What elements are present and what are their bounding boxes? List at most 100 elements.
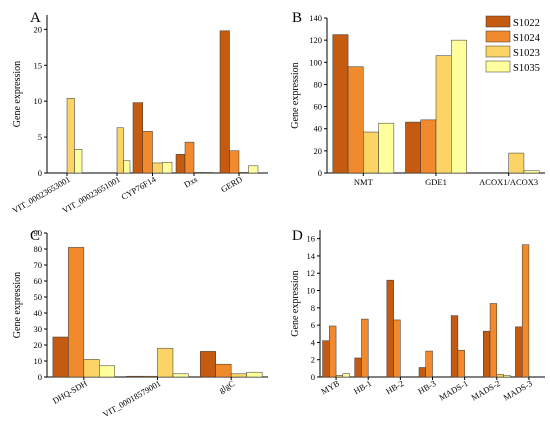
- x-tick-label: NMT: [354, 177, 374, 187]
- bar-vit-00023653001-s1023: [66, 98, 75, 174]
- bar-dxs-s1024: [184, 141, 195, 174]
- x-tick-label: GERD: [219, 174, 244, 194]
- bar-nmt-s1023: [363, 131, 379, 174]
- bar-cyp76f14-s1024: [142, 131, 153, 174]
- y-tick-label: 0: [311, 372, 315, 382]
- bar-gerd-s1024: [229, 150, 240, 174]
- bar-gerd-s1035: [248, 165, 259, 174]
- legend-label: S1024: [513, 33, 541, 44]
- panel-d: D 0 2 4 6 8 10 12 14 16 Gene expression MYB HB-1 HB-2…: [290, 228, 545, 403]
- legend: S1022 S1024 S1023 S1035: [485, 15, 541, 74]
- bar-hb-1-s1024: [361, 318, 369, 378]
- bar-glgc-s1035: [246, 371, 263, 378]
- bar-glgc-s1022: [199, 351, 216, 378]
- x-tick-label: glgC: [217, 378, 237, 395]
- bar-gde1-s1035: [451, 39, 467, 174]
- y-tick-label: 140: [309, 13, 322, 23]
- x-tick-label: VIT_00018579001: [101, 378, 162, 419]
- bar-hb-2-s1024: [393, 319, 401, 378]
- bar-cyp76f14-s1035: [162, 161, 173, 174]
- bar-mads-2-s1035: [503, 375, 511, 378]
- y-tick-label: 10: [307, 286, 316, 296]
- y-tick-label: 2: [311, 355, 315, 365]
- bar-glgc-s1023: [230, 373, 247, 378]
- y-tick-label: 100: [309, 57, 322, 67]
- bar-glgc-s1024: [215, 363, 232, 378]
- bar-mads-2-s1022: [483, 330, 491, 378]
- bar-dxs-s1022: [175, 154, 186, 174]
- panel-b: B 0 20 40 60 80 100 120 140 Gene expression NMT GDE…: [290, 10, 545, 187]
- bar-vit-00018579001-s1035: [172, 373, 189, 378]
- y-tick-label: 70: [34, 260, 43, 270]
- x-tick-label: MYB: [319, 378, 341, 397]
- legend-swatch: [485, 45, 511, 58]
- panel-c: C 0 10 20 30 40 50 60 70 80 90 Gene expression DHQ-S…: [12, 228, 268, 419]
- y-tick-label: 14: [307, 251, 316, 261]
- bar-mads-1-s1022: [450, 315, 459, 378]
- bar-gde1-s1024: [420, 119, 437, 174]
- panel-letter: B: [292, 10, 302, 26]
- bar-acox1-acox3-s1035: [523, 170, 540, 174]
- x-tick-label: CYP76F14: [119, 174, 158, 202]
- bar-mads-2-s1023: [496, 374, 504, 378]
- y-axis-label: Gene expression: [12, 272, 23, 338]
- y-tick-label: 0: [38, 168, 42, 178]
- y-tick-label: 0: [38, 372, 42, 382]
- bar-vit-00018579001-s1022: [126, 375, 143, 378]
- bar-cyp76f14-s1023: [152, 162, 163, 174]
- x-tick-label: HB-3: [416, 378, 437, 396]
- y-tick-label: 16: [307, 234, 316, 244]
- y-tick-label: 20: [34, 340, 43, 350]
- y-tick-label: 90: [34, 228, 43, 238]
- bar-nmt-s1035: [378, 122, 395, 174]
- y-tick-label: 80: [314, 79, 323, 89]
- legend-swatch: [485, 15, 511, 28]
- x-tick-label: ACOX1/ACOX3: [479, 177, 538, 187]
- bar-mads-3-s1022: [515, 326, 523, 378]
- bar-gde1-s1023: [435, 55, 452, 174]
- bar-dhq-sdh-s1022: [52, 336, 69, 378]
- bar-myb-s1035: [342, 373, 350, 378]
- legend-label: S1023: [513, 48, 540, 59]
- y-tick-label: 6: [311, 320, 315, 330]
- bar-hb-3-s1022: [418, 367, 426, 378]
- y-tick-label: 20: [34, 24, 43, 34]
- bar-myb-s1023: [335, 375, 344, 378]
- bar-gerd-s1022: [219, 30, 230, 174]
- bar-dhq-sdh-s1023: [83, 359, 100, 378]
- y-tick-label: 120: [309, 35, 322, 45]
- y-axis-label: Gene expression: [290, 270, 301, 336]
- y-tick-label: 10: [34, 356, 43, 366]
- bar-dxs-s1023: [193, 172, 204, 174]
- bar-nmt-s1024: [347, 66, 364, 174]
- bar-hb-3-s1024: [425, 350, 433, 378]
- x-tick-label: DHQ-SDH: [51, 378, 89, 406]
- y-tick-label: 12: [307, 268, 316, 278]
- panel-letter: C: [30, 228, 40, 244]
- legend-swatch: [485, 30, 511, 43]
- bar-myb-s1024: [329, 325, 337, 378]
- bar-acox1-acox3-s1023: [508, 152, 525, 174]
- bar-mads-2-s1024: [489, 303, 498, 378]
- y-tick-label: 5: [38, 132, 42, 142]
- bar-myb-s1022: [322, 340, 330, 378]
- legend-label: S1022: [513, 18, 540, 29]
- y-tick-label: 60: [34, 276, 43, 286]
- bar-gerd-s1023: [238, 172, 249, 174]
- x-tick-label: HB-1: [352, 378, 373, 396]
- y-tick-label: 40: [34, 308, 43, 318]
- bar-dxs-s1035: [202, 172, 213, 174]
- x-tick-label: MADS-1: [437, 378, 469, 402]
- bar-gde1-s1022: [405, 121, 421, 174]
- y-tick-label: 50: [34, 292, 43, 302]
- y-tick-label: 40: [314, 124, 323, 134]
- y-tick-label: 8: [311, 303, 315, 313]
- bar-vit-00023653001-s1035: [74, 149, 83, 174]
- bar-vit-00023651001-s1035: [123, 160, 131, 174]
- bar-dhq-sdh-s1035: [99, 365, 116, 378]
- y-tick-label: 30: [34, 324, 43, 334]
- bar-vit-00023651001-s1023: [116, 127, 124, 174]
- bar-hb-2-s1022: [386, 279, 394, 378]
